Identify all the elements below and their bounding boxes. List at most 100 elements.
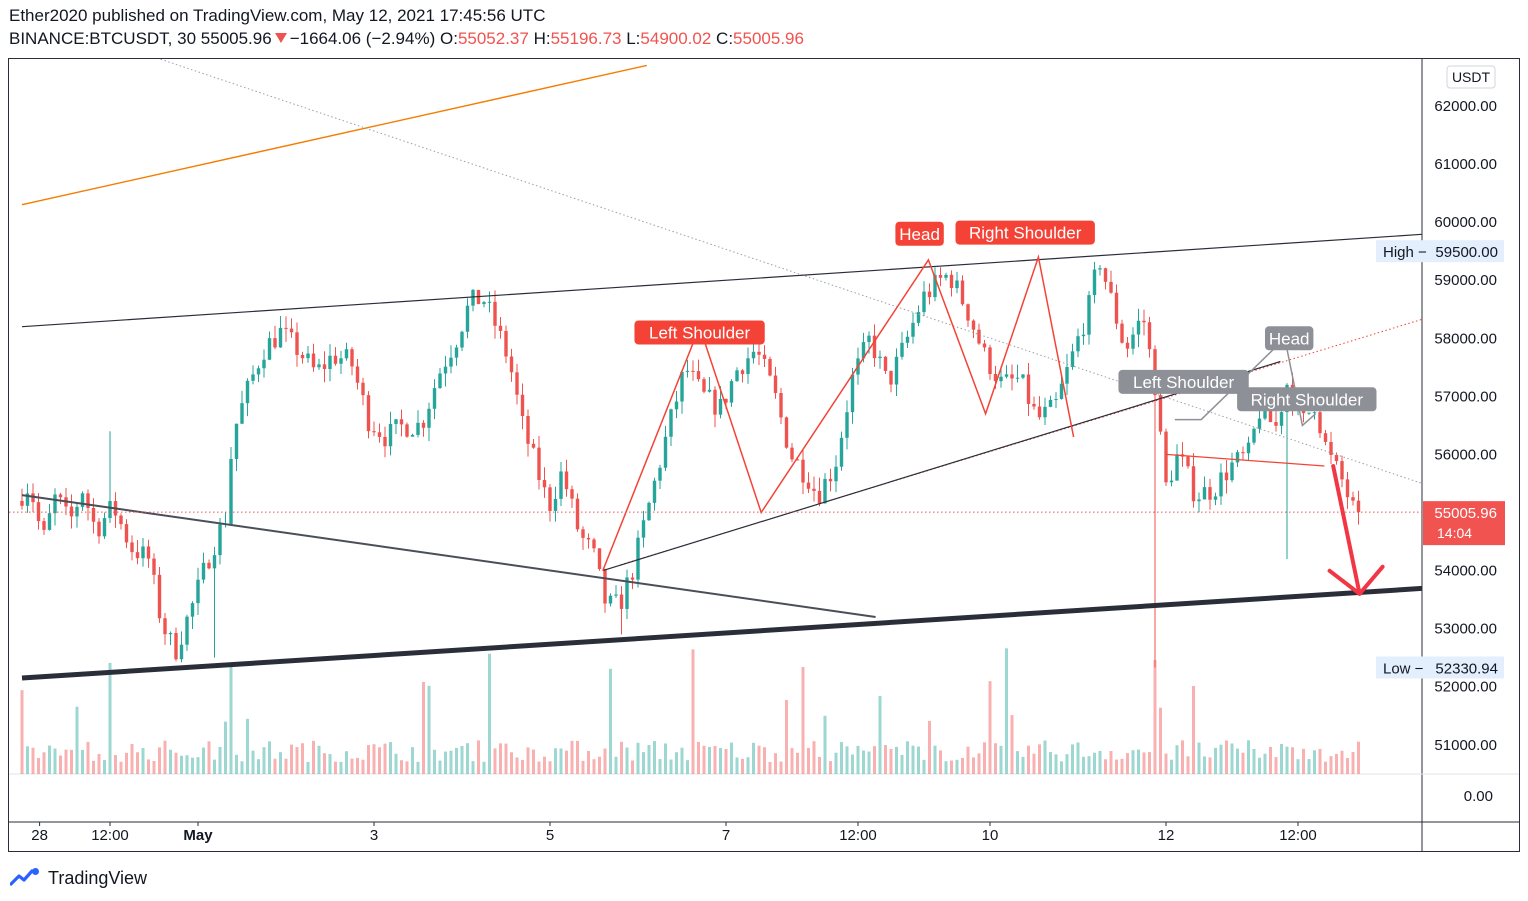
candle	[185, 614, 189, 651]
volume-bar	[213, 759, 216, 774]
price-tick-label: 57000.00	[1434, 388, 1497, 405]
candle	[1048, 395, 1053, 408]
volume-bar	[944, 761, 948, 774]
candle	[1202, 476, 1207, 500]
volume-bar	[1291, 747, 1294, 774]
candle	[1158, 393, 1163, 435]
head-shoulders-path	[602, 254, 1075, 571]
volume-bar	[378, 747, 381, 774]
candle	[927, 283, 932, 305]
candle-body	[1158, 395, 1163, 432]
pattern-label-bg	[895, 221, 944, 246]
candle	[614, 585, 618, 599]
volume-bar	[1016, 751, 1019, 774]
candle	[1026, 363, 1031, 416]
candle-body	[388, 423, 393, 447]
volume-bar	[1357, 741, 1360, 774]
candle	[405, 422, 409, 438]
volume-bar	[559, 748, 563, 774]
volume-bar	[834, 752, 838, 774]
candle	[168, 631, 173, 646]
candle-body	[25, 493, 30, 506]
candle	[487, 291, 492, 313]
session-high-badge-value: 59500.00	[1435, 244, 1498, 261]
arrow-shaft	[1331, 464, 1362, 596]
candle-body	[564, 471, 569, 490]
tradingview-footer[interactable]: TradingView	[10, 866, 147, 890]
session-low-badge-bg	[1376, 656, 1504, 679]
volume-bar	[1285, 746, 1289, 774]
volume-bar	[603, 748, 607, 774]
candle-body	[399, 419, 404, 425]
candle	[383, 426, 387, 458]
volume-bar	[757, 745, 761, 774]
candle	[1015, 364, 1020, 383]
candle-body	[1059, 383, 1064, 399]
volume-bar	[845, 746, 849, 774]
candle	[581, 526, 585, 550]
candle	[982, 339, 987, 352]
candle-body	[355, 366, 360, 383]
candle-body	[504, 330, 508, 357]
volume-bar	[279, 752, 282, 774]
candle	[592, 537, 596, 553]
candle	[1307, 412, 1311, 415]
session-low-badge-label: Low −	[1383, 660, 1424, 677]
candle-body	[900, 342, 904, 357]
candle-body	[1274, 422, 1278, 426]
candle-body	[597, 548, 602, 570]
volume-bar	[636, 742, 640, 774]
candle-body	[1213, 496, 1218, 500]
candle	[1081, 323, 1086, 345]
candle	[410, 433, 415, 437]
volume-bar	[1148, 752, 1151, 774]
candle	[1180, 442, 1185, 467]
candle-body	[746, 358, 750, 375]
candle-body	[1037, 406, 1042, 418]
volume-bar	[587, 750, 590, 774]
candle-body	[1109, 281, 1113, 293]
volume-bar	[488, 653, 491, 774]
candle-body	[344, 349, 349, 359]
volume-bar	[515, 757, 519, 774]
currency-box	[1446, 65, 1496, 89]
candle	[443, 355, 448, 387]
candle-body	[157, 574, 162, 619]
candle	[465, 298, 470, 339]
volume-bar	[1175, 745, 1179, 774]
pattern-label: Left Shoulder	[634, 320, 765, 345]
volume-bar	[746, 757, 750, 774]
candle	[350, 346, 354, 376]
candle	[317, 358, 321, 370]
volume-bar	[1186, 756, 1190, 774]
candle	[949, 270, 954, 297]
volume-bar	[526, 747, 530, 774]
candle	[883, 356, 888, 375]
candle-body	[1021, 374, 1025, 378]
volume-bar	[708, 746, 711, 774]
price-tick-label: 51000.00	[1434, 737, 1497, 754]
candle	[597, 548, 602, 571]
volume-bar	[1087, 756, 1091, 774]
volume-bar	[1307, 759, 1311, 774]
candle-body	[570, 489, 574, 499]
candle-body	[471, 289, 475, 306]
candle	[460, 330, 464, 352]
volume-bar	[917, 746, 920, 774]
volume-bar	[1203, 756, 1206, 774]
volume-bar	[873, 746, 876, 774]
candle	[806, 472, 811, 494]
symbol-label[interactable]: BINANCE:BTCUSDT, 30	[9, 29, 197, 48]
candle-body	[295, 332, 299, 355]
volume-bar	[1159, 707, 1162, 774]
candle	[839, 431, 844, 471]
time-tick-label: 12:00	[1279, 827, 1317, 844]
candle-body	[740, 370, 745, 375]
candle-body	[861, 342, 866, 359]
candle-body	[102, 518, 107, 537]
open-value: 55052.37	[457, 29, 529, 48]
volume-bar	[70, 749, 73, 774]
currency-button[interactable]: USDT	[1446, 65, 1496, 89]
candle-body	[1048, 399, 1053, 407]
